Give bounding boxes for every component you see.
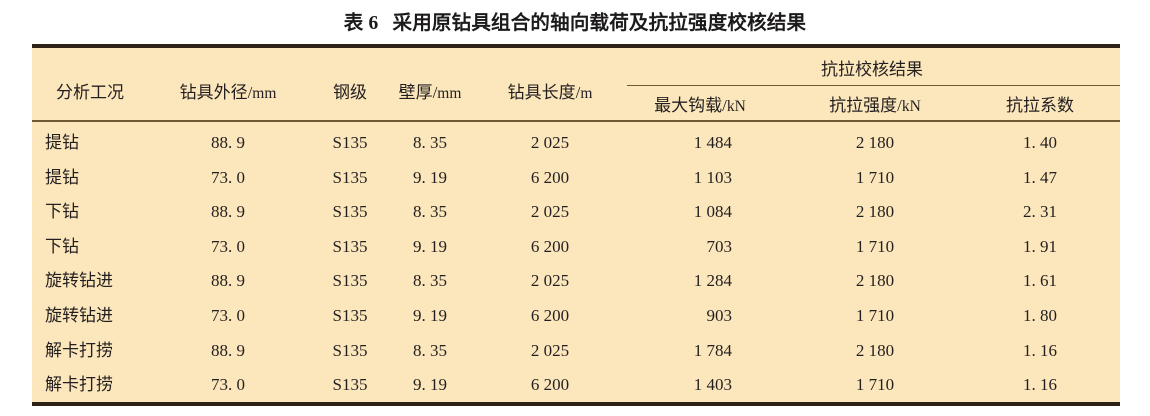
cell-condition: 解卡打捞 (45, 340, 113, 360)
cell-hookload: 1 484 (693, 133, 732, 152)
cell-od: 88. 9 (211, 202, 245, 222)
column-header-od: 钻具外径/mm (179, 83, 277, 102)
cell-od: 88. 9 (211, 133, 245, 152)
cell-wall: 9. 19 (413, 306, 447, 325)
group-header-rule (627, 85, 1120, 87)
cell-length: 2 025 (530, 271, 570, 291)
table-row: 解卡打捞 88. 9 S135 8. 35 2 025 1 784 2 180 1. 16 (32, 333, 1120, 368)
cell-hookload: 1 103 (693, 167, 732, 187)
cell-tensile: 1 710 (855, 306, 895, 325)
cell-wall: 9. 19 (413, 167, 447, 187)
cell-od: 88. 9 (211, 340, 245, 360)
table-row: 旋转钻进 73. 0 S135 9. 19 6 200 903 1 710 1. 80 (32, 298, 1120, 333)
cell-factor: 1. 61 (1023, 271, 1057, 291)
header-body-rule (32, 120, 1120, 122)
cell-od: 73. 0 (211, 306, 245, 325)
column-header-hookload: 最大钩载/kN (654, 96, 746, 115)
cell-condition: 下钻 (45, 202, 79, 222)
cell-factor: 1. 16 (1023, 340, 1057, 360)
cell-grade: S135 (332, 306, 368, 325)
cell-wall: 8. 35 (413, 340, 447, 360)
cell-factor: 1. 91 (1023, 236, 1057, 256)
cell-factor: 1. 47 (1023, 167, 1057, 187)
cell-hookload: 703 (706, 236, 733, 256)
cell-length: 6 200 (530, 306, 570, 325)
cell-tensile: 2 180 (855, 340, 895, 360)
cell-factor: 1. 40 (1023, 133, 1057, 152)
cell-condition: 旋转钻进 (45, 271, 113, 291)
cell-hookload: 1 284 (693, 271, 732, 291)
cell-length: 6 200 (530, 167, 570, 187)
cell-tensile: 1 710 (855, 167, 895, 187)
cell-wall: 8. 35 (413, 133, 447, 152)
table-row: 旋转钻进 88. 9 S135 8. 35 2 025 1 284 2 180 1. 61 (32, 263, 1120, 298)
cell-grade: S135 (332, 236, 368, 256)
cell-grade: S135 (332, 271, 368, 291)
cell-tensile: 1 710 (855, 236, 895, 256)
table-row: 提钻 88. 9 S135 8. 35 2 025 1 484 2 180 1. 40 (32, 125, 1120, 160)
cell-length: 2 025 (530, 340, 570, 360)
cell-wall: 8. 35 (413, 271, 447, 291)
cell-hookload: 1 784 (693, 340, 732, 360)
cell-condition: 提钻 (45, 133, 79, 152)
cell-condition: 解卡打捞 (45, 375, 113, 395)
cell-factor: 1. 16 (1023, 375, 1057, 395)
column-header-length: 钻具长度/m (507, 83, 593, 102)
cell-od: 73. 0 (211, 236, 245, 256)
cell-hookload: 1 403 (693, 375, 732, 395)
column-header-grade: 钢级 (333, 83, 367, 102)
column-header-unit: kN (901, 98, 921, 115)
cell-condition: 下钻 (45, 236, 79, 256)
cell-factor: 1. 80 (1023, 306, 1057, 325)
cell-condition: 提钻 (45, 167, 79, 187)
column-header-unit: m (580, 85, 593, 102)
column-group-header-tensile-check: 抗拉校核结果 (821, 60, 923, 79)
cell-od: 73. 0 (211, 167, 245, 187)
cell-grade: S135 (332, 167, 368, 187)
cell-length: 6 200 (530, 375, 570, 395)
cell-grade: S135 (332, 202, 368, 222)
cell-od: 88. 9 (211, 271, 245, 291)
cell-grade: S135 (332, 340, 368, 360)
cell-length: 6 200 (530, 236, 570, 256)
column-header-wall: 壁厚/mm (398, 83, 462, 102)
cell-od: 73. 0 (211, 375, 245, 395)
column-header-tensile: 抗拉强度/kN (829, 96, 921, 115)
cell-wall: 9. 19 (413, 375, 447, 395)
cell-tensile: 2 180 (855, 271, 895, 291)
table-caption-text: 采用原钻具组合的轴向载荷及抗拉强度校核结果 (392, 13, 807, 34)
cell-grade: S135 (332, 375, 368, 395)
column-header-factor: 抗拉系数 (1006, 96, 1074, 115)
column-header-unit: kN (726, 98, 746, 115)
table-caption: 表 6 采用原钻具组合的轴向载荷及抗拉强度校核结果 (0, 6, 1150, 35)
column-header-unit: mm (437, 85, 462, 102)
column-header-unit: mm (252, 85, 277, 102)
cell-condition: 旋转钻进 (45, 306, 113, 325)
table-row: 解卡打捞 73. 0 S135 9. 19 6 200 1 403 1 710 1. 16 (32, 367, 1120, 402)
column-header-condition: 分析工况 (56, 83, 124, 102)
table-row: 下钻 88. 9 S135 8. 35 2 025 1 084 2 180 2. 31 (32, 194, 1120, 229)
cell-hookload: 903 (706, 306, 733, 325)
cell-length: 2 025 (530, 133, 570, 152)
cell-factor: 2. 31 (1023, 202, 1057, 222)
cell-wall: 8. 35 (413, 202, 447, 222)
cell-grade: S135 (332, 133, 368, 152)
cell-length: 2 025 (530, 202, 570, 222)
cell-tensile: 2 180 (855, 133, 895, 152)
cell-tensile: 2 180 (855, 202, 895, 222)
table-bottom-rule (32, 402, 1120, 406)
table-row: 下钻 73. 0 S135 9. 19 6 200 703 1 710 1. 91 (32, 229, 1120, 264)
table-panel (32, 44, 1120, 406)
table-row: 提钻 73. 0 S135 9. 19 6 200 1 103 1 710 1. 47 (32, 160, 1120, 195)
table-caption-number: 表 6 (343, 13, 379, 34)
cell-hookload: 1 084 (693, 202, 732, 222)
cell-wall: 9. 19 (413, 236, 447, 256)
table-top-rule (32, 44, 1120, 48)
cell-tensile: 1 710 (855, 375, 895, 395)
